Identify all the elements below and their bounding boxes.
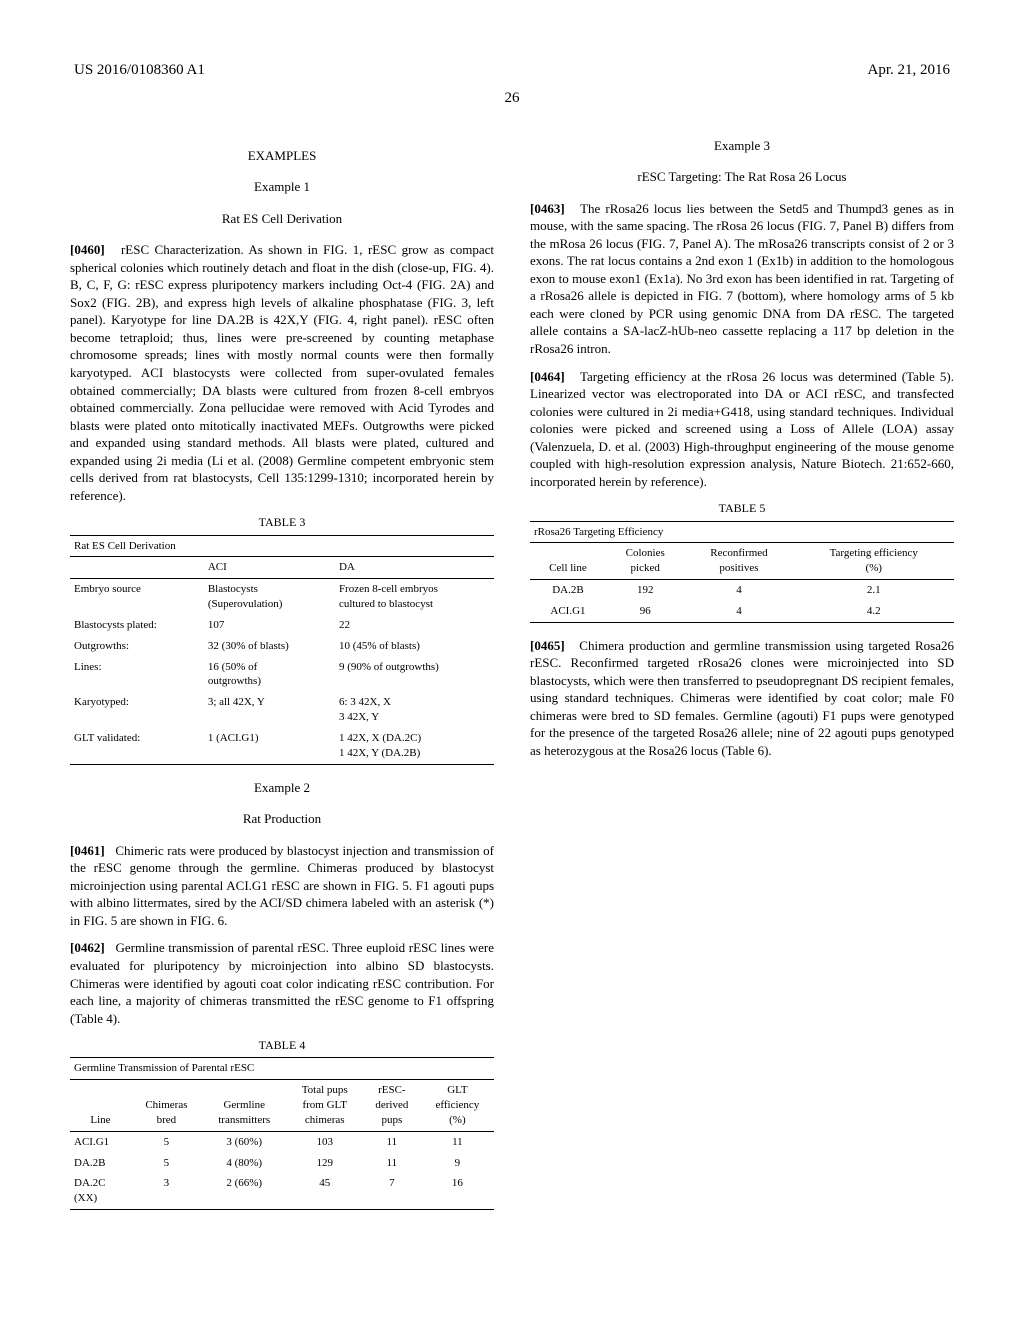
t4-cell: DA.2C(XX) [70, 1173, 131, 1209]
paragraph-0461: [0461] Chimeric rats were produced by bl… [70, 842, 494, 930]
t4-h-total: Total pupsfrom GLTchimeras [287, 1080, 363, 1132]
t4-cell: 3 [131, 1173, 202, 1209]
page: US 2016/0108360 A1 Apr. 21, 2016 26 EXAM… [0, 0, 1024, 1320]
table-3-caption: TABLE 3 [70, 514, 494, 530]
t5-cell: 4 [684, 601, 793, 622]
t5-cell: 2.1 [793, 580, 954, 601]
t4-cell: 129 [287, 1153, 363, 1174]
table-5-caption: TABLE 5 [530, 500, 954, 516]
example-3-heading: Example 3 [530, 137, 954, 155]
t5-h-cell-line: Cell line [530, 543, 606, 580]
t4-cell: ACI.G1 [70, 1131, 131, 1152]
paragraph-text: Chimera production and germline transmis… [530, 638, 954, 758]
paragraph-number: [0461] [70, 843, 105, 858]
t3-aci: 1 (ACI.G1) [204, 728, 335, 764]
t3-aci: 16 (50% ofoutgrowths) [204, 657, 335, 693]
t3-label: Lines: [70, 657, 204, 693]
t4-cell: 11 [363, 1153, 421, 1174]
t3-da: Frozen 8-cell embryoscultured to blastoc… [335, 579, 494, 615]
t4-cell: 11 [421, 1131, 494, 1152]
t4-cell: 103 [287, 1131, 363, 1152]
t3-label: Karyotyped: [70, 692, 204, 728]
t4-h-resc: rESC-derivedpups [363, 1080, 421, 1132]
table-4: TABLE 4 Germline Transmission of Parenta… [70, 1037, 494, 1210]
publication-number: US 2016/0108360 A1 [74, 60, 205, 80]
t3-aci: 32 (30% of blasts) [204, 636, 335, 657]
t3-label: Blastocysts plated: [70, 615, 204, 636]
table-4-title: Germline Transmission of Parental rESC [70, 1058, 494, 1080]
t3-da: 6: 3 42X, X3 42X, Y [335, 692, 494, 728]
table-3-title: Rat ES Cell Derivation [70, 535, 494, 557]
t5-cell: ACI.G1 [530, 601, 606, 622]
t4-cell: 5 [131, 1131, 202, 1152]
body-columns: EXAMPLES Example 1 Rat ES Cell Derivatio… [70, 137, 954, 1237]
t4-cell: DA.2B [70, 1153, 131, 1174]
t4-h-chimeras: Chimerasbred [131, 1080, 202, 1132]
table-3-col-da: DA [335, 557, 494, 579]
t4-h-glt: GLTefficiency(%) [421, 1080, 494, 1132]
t3-label: Embryo source [70, 579, 204, 615]
t4-cell: 11 [363, 1131, 421, 1152]
t4-cell: 7 [363, 1173, 421, 1209]
table-4-caption: TABLE 4 [70, 1037, 494, 1053]
t5-cell: DA.2B [530, 580, 606, 601]
t3-aci: 3; all 42X, Y [204, 692, 335, 728]
t5-cell: 4 [684, 580, 793, 601]
example-2-subtitle: Rat Production [70, 810, 494, 828]
t4-h-germline: Germlinetransmitters [202, 1080, 287, 1132]
paragraph-number: [0460] [70, 242, 105, 257]
publication-date: Apr. 21, 2016 [868, 60, 951, 80]
t5-h-efficiency: Targeting efficiency(%) [793, 543, 954, 580]
page-number: 26 [70, 88, 954, 108]
t4-cell: 16 [421, 1173, 494, 1209]
paragraph-number: [0464] [530, 369, 565, 384]
t3-label: Outgrowths: [70, 636, 204, 657]
t3-da: 22 [335, 615, 494, 636]
paragraph-text: Targeting efficiency at the rRosa 26 loc… [530, 369, 954, 489]
paragraph-number: [0463] [530, 201, 565, 216]
t4-cell: 45 [287, 1173, 363, 1209]
t3-da: 9 (90% of outgrowths) [335, 657, 494, 693]
paragraph-0464: [0464] Targeting efficiency at the rRosa… [530, 368, 954, 491]
table-3: TABLE 3 Rat ES Cell Derivation ACI DA Em… [70, 514, 494, 764]
t4-cell: 4 (80%) [202, 1153, 287, 1174]
t5-h-colonies: Coloniespicked [606, 543, 685, 580]
t3-aci: Blastocysts(Superovulation) [204, 579, 335, 615]
paragraph-number: [0462] [70, 940, 105, 955]
t4-h-line: Line [70, 1080, 131, 1132]
table-3-col-aci: ACI [204, 557, 335, 579]
example-2-heading: Example 2 [70, 779, 494, 797]
example-1-heading: Example 1 [70, 178, 494, 196]
t3-da: 1 42X, X (DA.2C)1 42X, Y (DA.2B) [335, 728, 494, 764]
paragraph-text: Chimeric rats were produced by blastocys… [70, 843, 494, 928]
table-5-title: rRosa26 Targeting Efficiency [530, 521, 954, 543]
t4-cell: 9 [421, 1153, 494, 1174]
paragraph-number: [0465] [530, 638, 565, 653]
examples-heading: EXAMPLES [70, 147, 494, 165]
t4-cell: 5 [131, 1153, 202, 1174]
t5-h-reconfirmed: Reconfirmedpositives [684, 543, 793, 580]
paragraph-text: The rRosa26 locus lies between the Setd5… [530, 201, 954, 356]
t3-aci: 107 [204, 615, 335, 636]
t4-cell: 3 (60%) [202, 1131, 287, 1152]
t5-cell: 4.2 [793, 601, 954, 622]
table-5: TABLE 5 rRosa26 Targeting Efficiency Cel… [530, 500, 954, 622]
t4-cell: 2 (66%) [202, 1173, 287, 1209]
page-header: US 2016/0108360 A1 Apr. 21, 2016 [70, 60, 954, 80]
t5-cell: 96 [606, 601, 685, 622]
paragraph-text: Germline transmission of parental rESC. … [70, 940, 494, 1025]
t3-da: 10 (45% of blasts) [335, 636, 494, 657]
paragraph-text: rESC Characterization. As shown in FIG. … [70, 242, 494, 503]
t3-label: GLT validated: [70, 728, 204, 764]
paragraph-0460: [0460] rESC Characterization. As shown i… [70, 241, 494, 504]
example-3-subtitle: rESC Targeting: The Rat Rosa 26 Locus [530, 168, 954, 186]
t5-cell: 192 [606, 580, 685, 601]
paragraph-0465: [0465] Chimera production and germline t… [530, 637, 954, 760]
example-1-subtitle: Rat ES Cell Derivation [70, 210, 494, 228]
paragraph-0463: [0463] The rRosa26 locus lies between th… [530, 200, 954, 358]
paragraph-0462: [0462] Germline transmission of parental… [70, 939, 494, 1027]
